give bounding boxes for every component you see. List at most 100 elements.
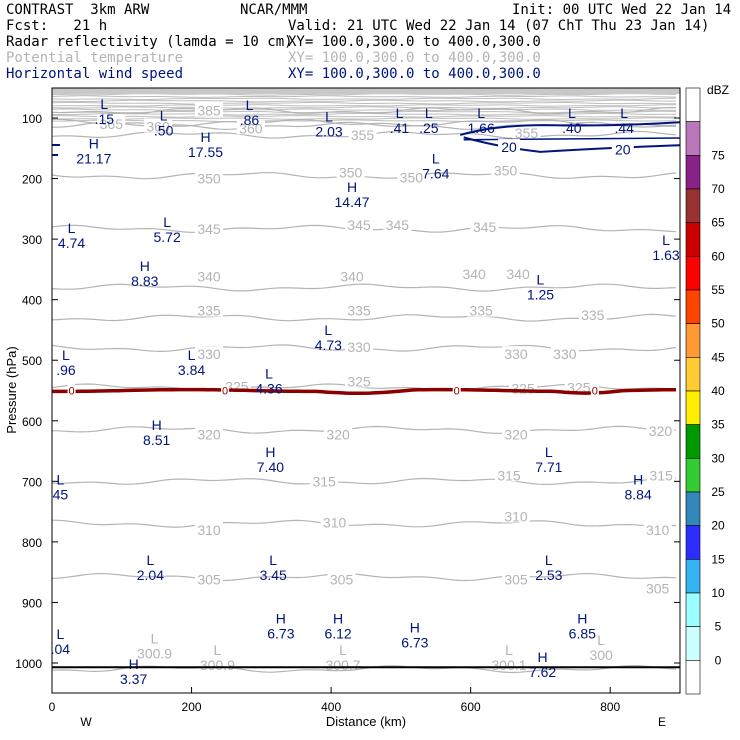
theta-label: 345 [473, 219, 497, 235]
theta-label-bg [327, 571, 356, 586]
colorbar-label: 30 [711, 451, 725, 465]
theta-label-bg [460, 266, 489, 281]
y-tick-label: 600 [22, 415, 42, 429]
extremum-letter: L [432, 150, 440, 166]
colorbar-label: 0 [715, 653, 722, 667]
field-reflectivity-xy: XY= 100.0,300.0 to 400.0,300.0 [288, 34, 541, 50]
wind-label-bg [498, 139, 521, 154]
theta-label: 335 [347, 303, 371, 319]
extremum-value: 2.04 [137, 567, 164, 583]
extremum-letter: H [333, 611, 343, 627]
extremum-letter: H [347, 179, 357, 195]
extremum-value: 300.9 [137, 646, 172, 662]
extremum-letter: L [325, 109, 333, 125]
upper-theta-line [52, 115, 677, 118]
theta-contour-320 [51, 425, 677, 434]
extremum-letter: L [146, 552, 154, 568]
extremum-letter: H [200, 129, 210, 145]
theta-label: 325 [347, 373, 371, 389]
zero-contour [52, 387, 676, 396]
theta-label: 305 [197, 571, 221, 587]
colorbar-box [685, 188, 701, 223]
extremum-letter: H [152, 417, 162, 433]
theta-label: 315 [497, 467, 521, 483]
x-tick-label: 0 [49, 700, 56, 714]
colorbar-box [685, 424, 701, 459]
extremum-letter: L [597, 632, 605, 648]
theta-label: 350 [197, 171, 221, 187]
zero-label: 0 [222, 386, 228, 398]
extremum-value: 300 [589, 647, 613, 663]
x-tick-label: 600 [461, 700, 481, 714]
theta-label-bg [647, 467, 676, 482]
extremum-value: 2.53 [535, 567, 562, 583]
theta-label: 360 [239, 120, 263, 136]
field-wind: Horizontal wind speed [6, 66, 184, 82]
plot-frame [51, 87, 681, 694]
theta-label: 350 [339, 165, 363, 181]
colorbar-box [685, 289, 701, 324]
y-axis-title: Pressure (hPa) [4, 346, 19, 433]
extremum-value: 8.83 [131, 273, 158, 289]
y-tick-label: 100 [22, 112, 42, 126]
extremum-value: .40 [562, 120, 582, 136]
theta-label: 335 [469, 303, 493, 319]
colorbar-label: 50 [711, 317, 725, 331]
theta-label: 320 [326, 427, 350, 443]
extremum-value: 7.64 [422, 165, 449, 181]
theta-label: 310 [504, 508, 528, 524]
extremum-letter: L [396, 105, 404, 121]
theta-label-bg [504, 266, 533, 281]
forecast-hour: Fcst: 21 h [6, 18, 108, 34]
theta-label-bg [195, 571, 223, 586]
extremum-value: 4.74 [58, 235, 85, 251]
theta-label: 305 [646, 581, 670, 597]
colorbar-label: 35 [711, 418, 725, 432]
zero-label: 0 [592, 386, 598, 398]
theta-label-bg [195, 302, 223, 317]
colorbar-box [685, 390, 701, 425]
theta-label-bg [336, 164, 365, 179]
theta-label: 340 [506, 266, 530, 282]
theta-label-bg [383, 217, 412, 232]
theta-label: 360 [146, 118, 170, 134]
east-label: E [658, 715, 666, 729]
theta-label-bg [512, 125, 541, 140]
extremum-value: 8.51 [143, 432, 170, 448]
colorbar-label: 15 [711, 552, 725, 566]
theta-label: 330 [504, 346, 528, 362]
extremum-letter: H [537, 649, 547, 665]
upper-theta-line [51, 104, 676, 107]
x-axis-title: Distance (km) [326, 714, 406, 729]
colorbar-box [685, 592, 701, 627]
theta-label: 345 [347, 217, 371, 233]
extremum-letter: L [425, 105, 433, 121]
theta-label: 365 [100, 116, 124, 132]
extremum-value: 17.55 [188, 144, 223, 160]
theta-label: 355 [515, 125, 539, 141]
extremum-letter: L [662, 232, 670, 248]
extremum-value: 6.73 [401, 635, 428, 651]
extremum-letter: L [537, 272, 545, 288]
colorbar-box [685, 357, 701, 392]
upper-theta-line [51, 97, 677, 101]
colorbar-box [685, 256, 701, 291]
y-tick-label: 800 [22, 536, 42, 550]
extremum-letter: H [129, 656, 139, 672]
extremum-letter: L [56, 626, 64, 642]
colorbar-box [685, 559, 701, 594]
extremum-value: .25 [419, 120, 439, 136]
theta-label-bg [195, 346, 223, 361]
theta-label-bg [646, 423, 675, 438]
theta-label: 305 [330, 571, 354, 587]
zero-label: 0 [68, 386, 74, 398]
west-label: W [80, 715, 92, 729]
theta-label: 305 [504, 571, 528, 587]
y-tick-label: 300 [22, 233, 42, 247]
zero-label-bg [452, 384, 461, 397]
center-title: NCAR/MMM [240, 2, 308, 18]
theta-label-bg [236, 120, 265, 135]
theta-label-bg [195, 521, 223, 536]
theta-label-bg [345, 373, 374, 388]
y-tick-label: 1000 [15, 657, 42, 671]
